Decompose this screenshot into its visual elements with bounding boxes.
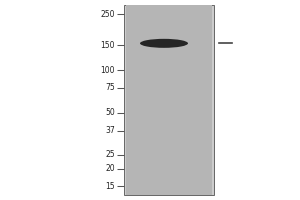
Text: 20: 20 xyxy=(105,164,115,173)
Text: 25: 25 xyxy=(105,150,115,159)
Text: 100: 100 xyxy=(100,66,115,75)
Text: 50: 50 xyxy=(105,108,115,117)
Bar xyxy=(126,5,212,195)
Text: 37: 37 xyxy=(105,126,115,135)
Ellipse shape xyxy=(140,39,188,48)
Text: 150: 150 xyxy=(100,41,115,50)
Bar xyxy=(124,5,214,195)
Text: 75: 75 xyxy=(105,83,115,92)
Text: 250: 250 xyxy=(100,10,115,19)
Text: kDa: kDa xyxy=(106,0,122,1)
Text: 15: 15 xyxy=(105,182,115,191)
